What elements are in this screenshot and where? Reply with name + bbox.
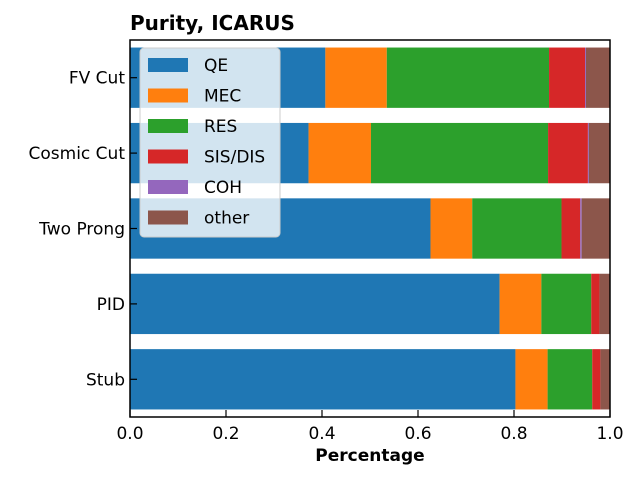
legend: QE MEC RES SIS/DIS COH other xyxy=(139,47,281,238)
legend-swatch-qe xyxy=(148,58,188,72)
x-tick-label: 0.8 xyxy=(500,424,527,444)
y-tick-label: Stub xyxy=(86,370,125,390)
x-tick-label: 0.6 xyxy=(404,424,431,444)
bar-other-stub xyxy=(600,349,610,410)
x-axis-title: Percentage xyxy=(315,446,424,466)
bar-coh-fv-cut xyxy=(585,47,586,108)
bar-other-fv-cut xyxy=(586,47,610,108)
legend-label-other: other xyxy=(204,209,249,229)
bar-coh-two-prong xyxy=(580,198,582,259)
y-tick-label: Two Prong xyxy=(38,220,125,240)
legend-label-qe: QE xyxy=(204,56,228,76)
bar-mec-stub xyxy=(515,349,548,410)
x-tick-label: 0.2 xyxy=(212,424,239,444)
bar-sis-dis-two-prong xyxy=(561,198,581,259)
legend-label-mec: MEC xyxy=(204,87,241,107)
y-tick-label: Cosmic Cut xyxy=(29,144,126,164)
bar-sis-dis-cosmic-cut xyxy=(548,122,588,184)
bar-qe-stub xyxy=(130,349,516,410)
legend-swatch-coh xyxy=(148,180,188,194)
bar-other-cosmic-cut xyxy=(588,122,610,184)
bar-mec-pid xyxy=(499,273,542,335)
legend-swatch-res xyxy=(148,119,188,133)
bar-res-two-prong xyxy=(472,198,562,259)
y-tick-label: PID xyxy=(97,295,125,315)
x-tick-label: 0.0 xyxy=(116,424,143,444)
bar-other-two-prong xyxy=(581,198,610,259)
legend-label-res: RES xyxy=(204,117,237,137)
chart-title: Purity, ICARUS xyxy=(130,11,295,35)
bar-qe-pid xyxy=(130,273,500,335)
bar-res-fv-cut xyxy=(386,47,550,108)
bar-sis-dis-pid xyxy=(591,273,600,335)
bar-sis-dis-fv-cut xyxy=(549,47,586,108)
bar-mec-fv-cut xyxy=(325,47,387,108)
bar-res-pid xyxy=(541,273,592,335)
bar-res-stub xyxy=(547,349,593,410)
bar-other-pid xyxy=(599,273,610,335)
legend-swatch-other xyxy=(148,210,188,225)
y-axis: FV Cut Cosmic Cut Two Prong PID Stub xyxy=(29,69,137,390)
legend-label-sis-dis: SIS/DIS xyxy=(204,148,265,168)
y-tick-label: FV Cut xyxy=(69,69,125,89)
x-tick-label: 0.4 xyxy=(308,424,335,444)
legend-swatch-mec xyxy=(148,88,188,103)
bar-mec-cosmic-cut xyxy=(308,122,371,184)
legend-label-coh: COH xyxy=(204,178,242,198)
bar-sis-dis-stub xyxy=(592,349,601,410)
bar-res-cosmic-cut xyxy=(370,122,549,184)
bar-mec-two-prong xyxy=(430,198,473,259)
legend-swatch-sis-dis xyxy=(148,149,188,164)
x-axis: 0.0 0.2 0.4 0.6 0.8 1.0 xyxy=(116,410,624,444)
bar-coh-cosmic-cut xyxy=(587,122,589,184)
x-tick-label: 1.0 xyxy=(596,424,623,444)
